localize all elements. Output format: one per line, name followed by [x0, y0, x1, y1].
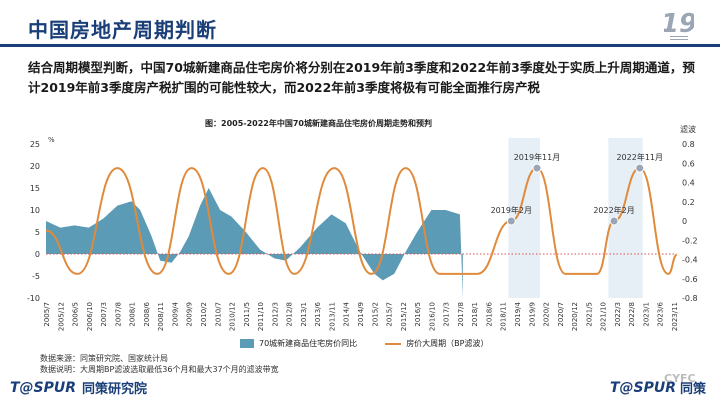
anniversary-logo-icon: 19	[664, 9, 694, 40]
page-title: 中国房地产周期判断	[28, 18, 217, 42]
annotation-marker	[635, 163, 645, 173]
x-tick-label: 2014/9	[357, 302, 365, 327]
x-tick-label: 2005/7	[43, 302, 51, 327]
left-tick-label: 5	[35, 228, 40, 237]
x-tick-label: 2011/10	[257, 302, 265, 331]
title-divider	[0, 44, 720, 47]
x-tick-label: 2007/3	[100, 302, 108, 327]
x-tick-label: 2009/9	[186, 302, 194, 327]
annotation-marker	[609, 216, 619, 226]
bp-filter-line	[45, 167, 678, 275]
x-tick-label: 2006/10	[86, 302, 94, 331]
x-tick-label: 2013/1	[300, 302, 308, 327]
annotation-label: 2019年2月	[491, 205, 532, 215]
svg-text:19: 19	[664, 9, 694, 39]
x-tick-label: 2020/2	[543, 302, 551, 327]
annotation-marker	[506, 216, 516, 226]
x-tick-label: 2015/2	[371, 302, 379, 327]
right-tick-label: -0.4	[682, 256, 698, 265]
chart-legend: 70城新建商品住宅房价同比 房价大周期（BP滤波）	[240, 338, 489, 349]
brand-org-left: 同策研究院	[82, 382, 148, 397]
right-axis-label: 滤波	[680, 124, 696, 134]
x-tick-label: 2015/7	[386, 302, 394, 327]
right-tick-label: 0	[682, 217, 687, 226]
data-note: 数据说明：大周期BP滤波选取最低36个月和最大37个月的滤波带宽	[40, 365, 279, 374]
x-tick-label: 2012/3	[271, 302, 279, 327]
left-tick-label: 20	[30, 162, 40, 171]
right-tick-label: 0.8	[682, 140, 695, 149]
x-tick-label: 2020/12	[571, 302, 579, 331]
right-tick-label: -0.8	[682, 294, 698, 303]
x-tick-label: 2018/1	[471, 302, 479, 327]
x-tick-label: 2014/4	[343, 301, 351, 326]
left-tick-label: -5	[32, 272, 40, 281]
left-tick-label: 15	[30, 184, 40, 193]
left-tick-label: 10	[30, 206, 40, 215]
x-tick-label: 2010/12	[229, 302, 237, 331]
legend-swatch-line	[385, 342, 402, 345]
watermark: CYFC	[664, 372, 696, 385]
price-area-series	[46, 188, 463, 298]
annotation-marker	[532, 163, 542, 173]
x-tick-label: 2017/3	[443, 302, 451, 327]
annotation-label: 2022年2月	[593, 205, 634, 215]
data-source: 数据来源：同策研究院、国家统计局	[40, 354, 168, 363]
x-tick-label: 2016/5	[414, 302, 422, 327]
x-tick-label: 2012/8	[286, 302, 294, 327]
chart-title: 图：2005-2022年中国70城新建商品住宅房价周期走势和预判	[205, 119, 432, 128]
x-tick-label: 2011/5	[243, 302, 251, 327]
x-tick-label: 2023/6	[657, 301, 665, 326]
x-tick-label: 2019/9	[528, 302, 536, 327]
right-tick-label: 0.6	[682, 159, 695, 168]
summary-text: 结合周期模型判断，中国70城新建商品住宅房价将分别在2019年前3季度和2022…	[28, 60, 695, 95]
annotation-label: 2019年11月	[514, 152, 561, 162]
right-tick-label: 0.2	[682, 198, 695, 207]
left-tick-label: -10	[27, 294, 40, 303]
x-tick-label: 2005/12	[57, 302, 65, 331]
x-tick-label: 2019/4	[514, 301, 522, 326]
x-tick-label: 2009/4	[172, 301, 180, 326]
x-tick-label: 2015/12	[400, 302, 408, 331]
footer-brand-right: T@SPUR 同策	[610, 378, 707, 398]
brand-logo-right: T@SPUR	[610, 379, 677, 396]
legend-label-cycle: 房价大周期（BP滤波）	[406, 339, 489, 348]
footer-brand-left: T@SPUR 同策研究院	[10, 378, 148, 398]
x-tick-label: 2020/7	[557, 302, 565, 327]
x-tick-label: 2008/6	[143, 301, 151, 326]
legend-item-cycle: 房价大周期（BP滤波）	[385, 338, 489, 349]
left-tick-label: 25	[30, 140, 40, 149]
x-tick-label: 2023/1	[643, 302, 651, 327]
x-tick-label: 2010/2	[200, 302, 208, 327]
x-tick-label: 2006/5	[72, 302, 80, 327]
x-tick-label: 2023/11	[671, 302, 679, 331]
x-tick-label: 2013/11	[329, 302, 337, 331]
left-axis-unit: %	[48, 136, 55, 144]
price-cycle-chart: 25 20 15 10 5 0 -5 -10% 0.8 0.6 0.4 0.2 0 -0.2 -0.4 -0.…	[27, 124, 698, 331]
x-tick-label: 2010/7	[214, 302, 222, 327]
x-tick-label: 2022/3	[614, 302, 622, 327]
x-tick-label: 2021/5	[585, 302, 593, 327]
x-tick-label: 2022/8	[628, 302, 636, 327]
brand-org-right: 同策	[680, 382, 707, 397]
x-tick-label: 2018/6	[486, 301, 494, 326]
legend-label-price: 70城新建商品住宅房价同比	[259, 339, 358, 348]
right-tick-label: 0.4	[682, 179, 695, 188]
right-tick-label: -0.6	[682, 275, 698, 284]
x-tick-label: 2016/10	[428, 302, 436, 331]
x-tick-label: 2021/10	[600, 302, 608, 331]
brand-logo-left: T@SPUR	[10, 379, 77, 396]
x-tick-label: 2007/8	[114, 302, 122, 327]
annotation-label: 2022年11月	[616, 152, 663, 162]
x-tick-label: 2017/8	[457, 302, 465, 327]
left-tick-label: 0	[35, 250, 40, 259]
x-tick-label: 2008/1	[129, 302, 137, 327]
x-tick-label: 2013/6	[314, 301, 322, 326]
legend-swatch-area	[240, 339, 254, 348]
legend-item-price: 70城新建商品住宅房价同比	[240, 338, 357, 349]
right-tick-label: -0.2	[682, 236, 698, 245]
x-tick-label: 2008/11	[157, 302, 165, 331]
x-tick-label: 2018/11	[500, 302, 508, 331]
